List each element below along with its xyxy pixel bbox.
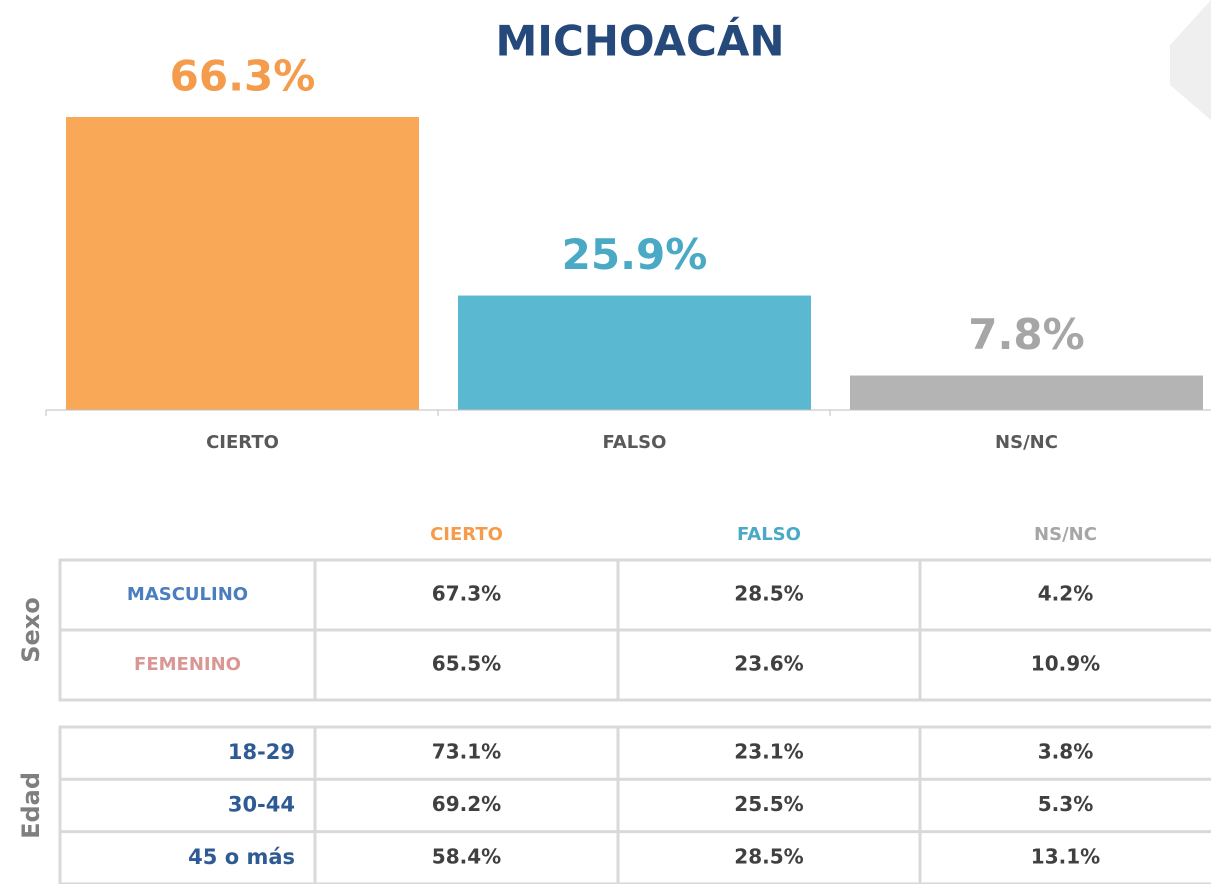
data-label: 25.9% (562, 230, 708, 279)
table-cell: 3.8% (1038, 740, 1093, 764)
chart-title: MICHOACÁN (496, 16, 785, 66)
table-cell: 73.1% (432, 740, 501, 764)
table-cell: 4.2% (1038, 582, 1093, 606)
group-label: Sexo (17, 597, 45, 663)
bar (458, 295, 811, 410)
table-cell: 69.2% (432, 792, 501, 816)
bar (66, 117, 419, 410)
table-cell: 28.5% (734, 582, 803, 606)
table-cell: 25.5% (734, 792, 803, 816)
table-cell: 23.1% (734, 740, 803, 764)
bar (850, 375, 1203, 410)
column-header: FALSO (737, 524, 801, 545)
table-cell: 67.3% (432, 582, 501, 606)
row-label: 30-44 (228, 792, 295, 816)
column-header: CIERTO (430, 524, 503, 545)
group-label: Edad (17, 772, 45, 839)
table-cell: 10.9% (1031, 652, 1100, 676)
table-cell: 58.4% (432, 844, 501, 868)
row-label: MASCULINO (127, 584, 248, 605)
row-label: 45 o más (188, 845, 295, 869)
data-label: 66.3% (170, 52, 316, 101)
table-cell: 28.5% (734, 844, 803, 868)
table-cell: 65.5% (432, 652, 501, 676)
x-tick-label: CIERTO (206, 432, 279, 453)
row-label: 18-29 (228, 740, 295, 764)
data-label: 7.8% (968, 310, 1084, 359)
column-header: NS/NC (1034, 524, 1097, 545)
decoration (1170, 0, 1211, 120)
table-cell: 23.6% (734, 652, 803, 676)
x-tick-label: NS/NC (995, 432, 1058, 453)
table-cell: 13.1% (1031, 844, 1100, 868)
x-tick-label: FALSO (603, 432, 667, 453)
table-cell: 5.3% (1038, 792, 1093, 816)
row-label: FEMENINO (134, 654, 241, 675)
